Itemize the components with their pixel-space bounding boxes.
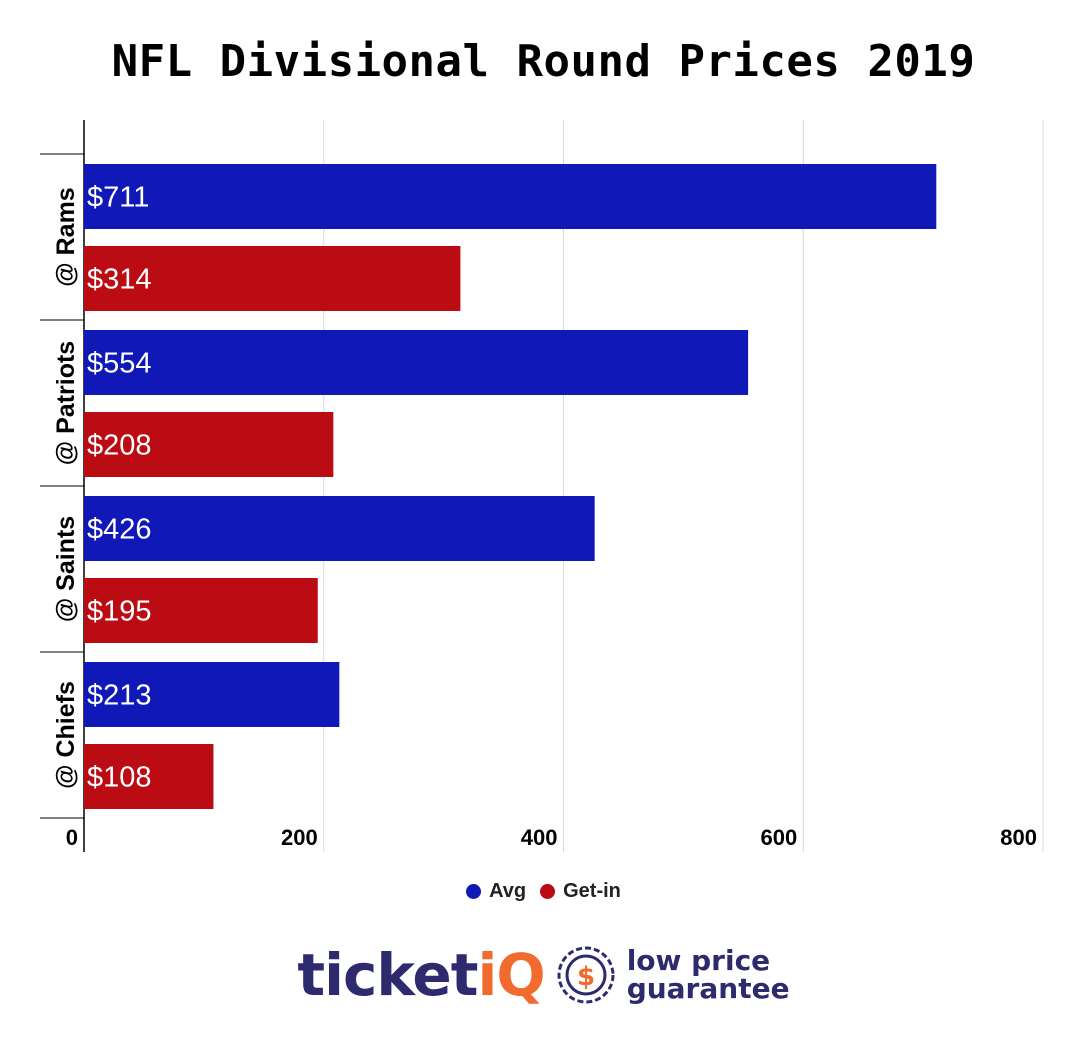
svg-text:$: $	[577, 962, 595, 992]
data-label: $314	[87, 264, 152, 296]
x-tick-label: 600	[761, 825, 798, 850]
bar	[84, 744, 214, 809]
legend: Avg Get-in	[0, 880, 1087, 903]
logo-tagline-line2: guarantee	[626, 972, 790, 1005]
data-label: $711	[87, 182, 149, 214]
category-label: @ Chiefs	[52, 681, 80, 789]
bar	[84, 246, 461, 311]
ticketiq-logo: ticketiQ $ low price guarantee	[0, 935, 1087, 1015]
x-tick-label: 200	[281, 825, 318, 850]
category-label: @ Saints	[52, 516, 80, 622]
bar	[84, 412, 334, 477]
legend-swatch-get-in	[540, 884, 556, 899]
x-tick-label: 800	[1000, 825, 1037, 850]
logo-tagline-line1: low price	[626, 944, 771, 977]
data-label: $213	[87, 680, 152, 712]
chart-title: NFL Divisional Round Prices 2019	[111, 36, 976, 87]
data-label: $108	[87, 762, 152, 794]
category-label: @ Rams	[52, 187, 80, 286]
category-label: @ Patriots	[52, 341, 80, 465]
x-tick-label: 0	[66, 825, 78, 850]
legend-label-get-in: Get-in	[563, 880, 621, 902]
legend-item-avg: Avg	[466, 880, 526, 903]
bar	[84, 164, 937, 229]
data-label: $195	[87, 596, 152, 628]
bar	[84, 330, 749, 395]
logo-brand-main: ticket	[297, 941, 478, 1009]
data-label: $426	[87, 514, 152, 546]
logo-tagline: low price guarantee	[627, 947, 790, 1003]
data-label: $554	[87, 348, 152, 380]
x-tick-label: 400	[521, 825, 558, 850]
bar	[84, 578, 318, 643]
legend-label-avg: Avg	[489, 880, 527, 902]
legend-item-get-in: Get-in	[540, 880, 621, 903]
bar	[84, 496, 595, 561]
bar-chart: @ Rams @ Patriots @ Saints @ Chiefs $711 $554…	[40, 120, 1044, 852]
dollar-badge-icon: $	[557, 946, 615, 1004]
logo-brand-accent: iQ	[477, 941, 546, 1009]
bar	[84, 662, 340, 727]
data-label: $208	[87, 430, 152, 462]
logo-wordmark: ticketiQ	[297, 946, 545, 1004]
legend-swatch-avg	[466, 884, 482, 899]
